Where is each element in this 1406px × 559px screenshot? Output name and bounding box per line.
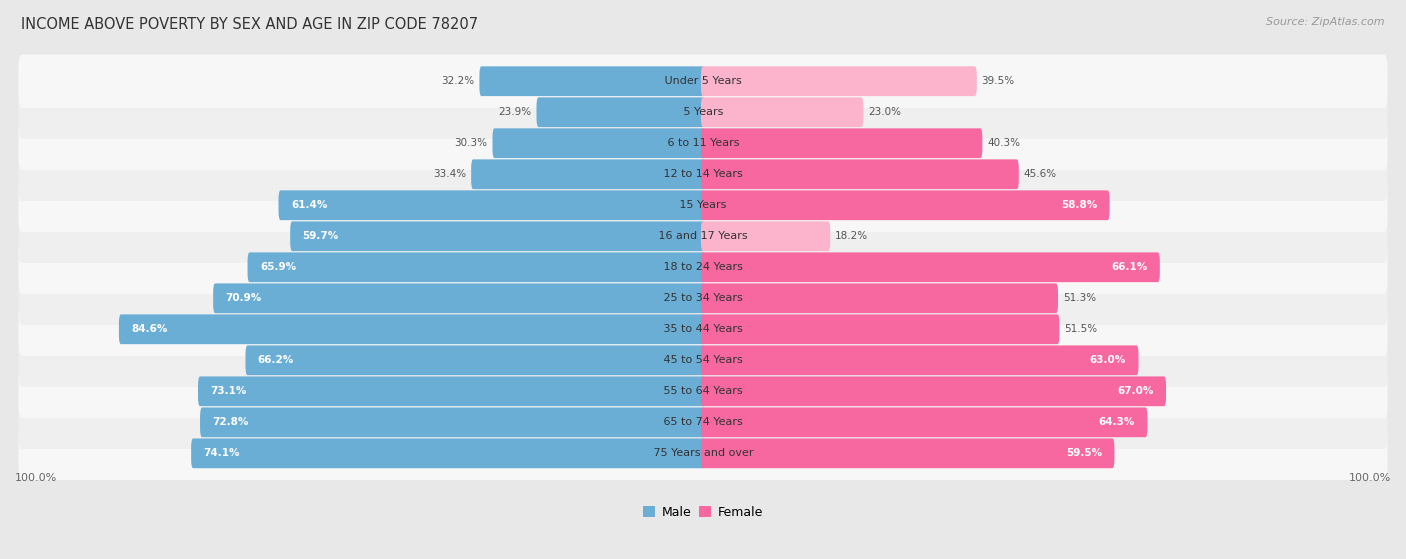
- Text: 65 to 74 Years: 65 to 74 Years: [659, 418, 747, 427]
- Text: 64.3%: 64.3%: [1098, 418, 1135, 427]
- Text: INCOME ABOVE POVERTY BY SEX AND AGE IN ZIP CODE 78207: INCOME ABOVE POVERTY BY SEX AND AGE IN Z…: [21, 17, 478, 32]
- Text: 45.6%: 45.6%: [1024, 169, 1057, 179]
- FancyBboxPatch shape: [18, 117, 1388, 170]
- Text: 59.7%: 59.7%: [302, 231, 339, 241]
- Text: 16 and 17 Years: 16 and 17 Years: [655, 231, 751, 241]
- Text: 84.6%: 84.6%: [131, 324, 167, 334]
- FancyBboxPatch shape: [702, 67, 977, 96]
- FancyBboxPatch shape: [198, 376, 704, 406]
- FancyBboxPatch shape: [18, 178, 1388, 232]
- Text: 32.2%: 32.2%: [441, 76, 475, 86]
- Text: 51.5%: 51.5%: [1064, 324, 1097, 334]
- Text: 5 Years: 5 Years: [679, 107, 727, 117]
- Text: 45 to 54 Years: 45 to 54 Years: [659, 356, 747, 365]
- Text: 55 to 64 Years: 55 to 64 Years: [659, 386, 747, 396]
- Text: 23.0%: 23.0%: [868, 107, 901, 117]
- Text: 65.9%: 65.9%: [260, 262, 297, 272]
- Text: Source: ZipAtlas.com: Source: ZipAtlas.com: [1267, 17, 1385, 27]
- Text: 63.0%: 63.0%: [1090, 356, 1126, 365]
- Text: 61.4%: 61.4%: [291, 200, 328, 210]
- FancyBboxPatch shape: [471, 159, 704, 189]
- FancyBboxPatch shape: [278, 191, 704, 220]
- Text: 6 to 11 Years: 6 to 11 Years: [664, 138, 742, 148]
- Text: 100.0%: 100.0%: [1348, 473, 1391, 484]
- Text: 33.4%: 33.4%: [433, 169, 467, 179]
- FancyBboxPatch shape: [18, 148, 1388, 201]
- Text: 59.5%: 59.5%: [1066, 448, 1102, 458]
- FancyBboxPatch shape: [290, 221, 704, 251]
- Text: 35 to 44 Years: 35 to 44 Years: [659, 324, 747, 334]
- Text: 51.3%: 51.3%: [1063, 293, 1095, 304]
- FancyBboxPatch shape: [18, 427, 1388, 480]
- FancyBboxPatch shape: [18, 55, 1388, 108]
- Text: 39.5%: 39.5%: [981, 76, 1015, 86]
- Text: Under 5 Years: Under 5 Years: [661, 76, 745, 86]
- Text: 75 Years and over: 75 Years and over: [650, 448, 756, 458]
- FancyBboxPatch shape: [702, 283, 1057, 313]
- FancyBboxPatch shape: [214, 283, 704, 313]
- FancyBboxPatch shape: [537, 97, 704, 127]
- Text: 40.3%: 40.3%: [987, 138, 1021, 148]
- FancyBboxPatch shape: [702, 129, 983, 158]
- FancyBboxPatch shape: [18, 334, 1388, 387]
- FancyBboxPatch shape: [702, 159, 1019, 189]
- Text: 66.2%: 66.2%: [257, 356, 294, 365]
- FancyBboxPatch shape: [702, 221, 831, 251]
- Text: 30.3%: 30.3%: [454, 138, 488, 148]
- Text: 18 to 24 Years: 18 to 24 Years: [659, 262, 747, 272]
- Text: 70.9%: 70.9%: [225, 293, 262, 304]
- Text: 100.0%: 100.0%: [15, 473, 58, 484]
- Text: 67.0%: 67.0%: [1118, 386, 1154, 396]
- FancyBboxPatch shape: [492, 129, 704, 158]
- FancyBboxPatch shape: [18, 210, 1388, 263]
- Text: 73.1%: 73.1%: [211, 386, 247, 396]
- Text: 23.9%: 23.9%: [499, 107, 531, 117]
- FancyBboxPatch shape: [702, 438, 1115, 468]
- Text: 12 to 14 Years: 12 to 14 Years: [659, 169, 747, 179]
- FancyBboxPatch shape: [702, 376, 1166, 406]
- FancyBboxPatch shape: [18, 86, 1388, 139]
- FancyBboxPatch shape: [702, 252, 1160, 282]
- FancyBboxPatch shape: [18, 272, 1388, 325]
- Text: 25 to 34 Years: 25 to 34 Years: [659, 293, 747, 304]
- FancyBboxPatch shape: [247, 252, 704, 282]
- Text: 66.1%: 66.1%: [1111, 262, 1147, 272]
- FancyBboxPatch shape: [120, 314, 704, 344]
- Text: 18.2%: 18.2%: [835, 231, 869, 241]
- FancyBboxPatch shape: [200, 408, 704, 437]
- FancyBboxPatch shape: [702, 97, 863, 127]
- FancyBboxPatch shape: [702, 191, 1109, 220]
- Legend: Male, Female: Male, Female: [643, 506, 763, 519]
- FancyBboxPatch shape: [246, 345, 704, 375]
- Text: 58.8%: 58.8%: [1062, 200, 1097, 210]
- Text: 74.1%: 74.1%: [204, 448, 240, 458]
- FancyBboxPatch shape: [191, 438, 704, 468]
- FancyBboxPatch shape: [479, 67, 704, 96]
- FancyBboxPatch shape: [18, 364, 1388, 418]
- Text: 72.8%: 72.8%: [212, 418, 249, 427]
- FancyBboxPatch shape: [702, 345, 1139, 375]
- FancyBboxPatch shape: [702, 408, 1147, 437]
- FancyBboxPatch shape: [18, 302, 1388, 356]
- FancyBboxPatch shape: [18, 240, 1388, 294]
- FancyBboxPatch shape: [18, 396, 1388, 449]
- Text: 15 Years: 15 Years: [676, 200, 730, 210]
- FancyBboxPatch shape: [702, 314, 1059, 344]
